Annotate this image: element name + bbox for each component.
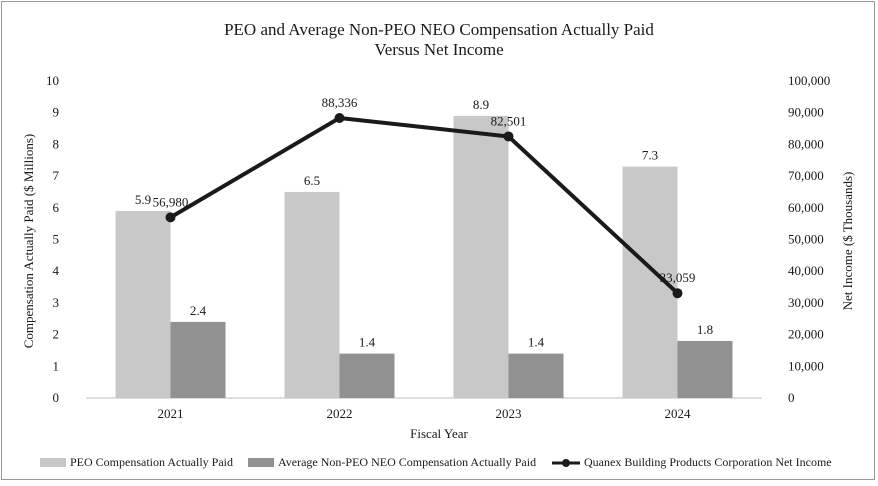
y2-tick-label: 60,000 [788, 200, 824, 215]
net-income-label: 56,980 [153, 194, 189, 209]
y-tick-label: 3 [53, 295, 60, 310]
net-income-line [169, 115, 679, 295]
non-peo-bar-label: 1.4 [528, 335, 545, 350]
peo-bar [453, 115, 509, 399]
y-axis-left: 0 1 2 3 4 5 6 7 8 9 10 [46, 73, 60, 405]
x-tick-label: 2022 [327, 406, 353, 421]
x-tick-label: 2023 [496, 406, 522, 421]
y-axis-right: 0 10,000 20,000 30,000 40,000 50,000 60,000 70,… [788, 73, 830, 405]
chart-title-line1: PEO and Average Non-PEO NEO Compensation… [224, 20, 654, 39]
net-income-line-group: 56,980 88,336 82,501 33,059 [153, 95, 696, 299]
non-peo-bar-label: 2.4 [190, 303, 207, 318]
non-peo-bar [677, 340, 733, 398]
chart-title-line2: Versus Net Income [374, 40, 503, 59]
y2-axis-label: Net Income ($ Thousands) [840, 172, 855, 311]
non-peo-bar [508, 353, 564, 398]
y-tick-label: 8 [53, 136, 60, 151]
x-tick-label: 2024 [665, 406, 692, 421]
y-tick-label: 4 [53, 263, 60, 278]
legend-swatch-net-income-marker [562, 459, 570, 467]
y-axis-label: Compensation Actually Paid ($ Millions) [21, 134, 36, 349]
y2-tick-label: 0 [788, 390, 795, 405]
legend-swatch-non-peo [248, 458, 274, 467]
legend-label-net-income: Quanex Building Products Corporation Net… [584, 455, 832, 469]
peo-bar [115, 210, 171, 398]
y2-tick-label: 90,000 [788, 105, 824, 120]
y2-tick-label: 30,000 [788, 295, 824, 310]
y2-tick-label: 100,000 [788, 73, 830, 88]
net-income-point [165, 212, 176, 223]
y2-tick-label: 20,000 [788, 327, 824, 342]
net-income-label: 88,336 [322, 95, 358, 110]
x-tick-label: 2021 [158, 406, 184, 421]
non-peo-bar [170, 321, 226, 398]
y-tick-label: 6 [53, 200, 60, 215]
y2-tick-label: 50,000 [788, 232, 824, 247]
y-tick-label: 9 [53, 105, 60, 120]
y2-tick-label: 80,000 [788, 136, 824, 151]
legend: PEO Compensation Actually Paid Average N… [40, 455, 832, 469]
y2-tick-label: 70,000 [788, 168, 824, 183]
non-peo-bar-label: 1.4 [359, 335, 376, 350]
y-tick-label: 1 [53, 358, 60, 373]
net-income-label: 82,501 [491, 113, 527, 128]
peo-bar-label: 7.3 [642, 148, 658, 163]
y2-tick-label: 40,000 [788, 263, 824, 278]
peo-bar-label: 8.9 [473, 97, 489, 112]
legend-label-peo: PEO Compensation Actually Paid [70, 455, 233, 469]
non-peo-bar-label: 1.8 [697, 322, 713, 337]
net-income-label: 33,059 [660, 270, 696, 285]
y-tick-label: 5 [53, 232, 60, 247]
y-tick-label: 2 [53, 327, 60, 342]
y-tick-label: 0 [53, 390, 60, 405]
legend-swatch-peo [40, 458, 66, 467]
net-income-point [334, 112, 345, 123]
x-axis: 2021 2022 2023 2024 [158, 406, 692, 421]
peo-bar-label: 6.5 [304, 173, 320, 188]
y-tick-label: 10 [46, 73, 59, 88]
y2-tick-label: 10,000 [788, 358, 824, 373]
x-axis-label: Fiscal Year [410, 426, 468, 441]
bars-group: 5.9 2.4 6.5 1.4 8.9 1.4 7.3 1.8 [115, 97, 733, 399]
peo-bar [284, 191, 340, 398]
legend-label-non-peo: Average Non-PEO NEO Compensation Actuall… [278, 455, 536, 469]
peo-bar-label: 5.9 [135, 192, 151, 207]
y-tick-label: 7 [53, 168, 60, 183]
non-peo-bar [339, 353, 395, 398]
net-income-point [503, 131, 514, 142]
net-income-point [672, 288, 683, 299]
